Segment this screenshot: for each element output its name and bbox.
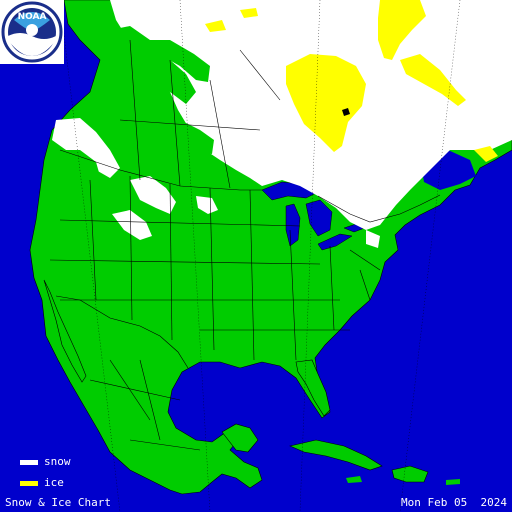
- florida: [295, 359, 331, 417]
- graticule: [59, 0, 461, 512]
- chart-date: Mon Feb 05 2024: [401, 496, 507, 509]
- legend-ice-swatch: [20, 481, 38, 486]
- ice-cover: [205, 0, 498, 162]
- belcher-islands: [342, 108, 350, 116]
- lake-huron: [305, 199, 333, 237]
- lake-michigan: [285, 203, 301, 247]
- yucatan: [221, 423, 259, 453]
- baja-california: [43, 279, 87, 383]
- hispaniola: [391, 465, 429, 483]
- legend-snow-swatch: [20, 460, 38, 465]
- lake-erie: [317, 233, 353, 251]
- legend-ice-label: ice: [44, 476, 64, 489]
- chart-title: Snow & Ice Chart: [5, 496, 111, 509]
- noaa-logo-text: NOAA: [18, 12, 47, 22]
- legend-snow-label: snow: [44, 455, 71, 468]
- cuba: [289, 439, 383, 471]
- bare-ground-patches: [60, 26, 214, 178]
- boundaries: [49, 39, 441, 451]
- puerto-rico: [446, 479, 460, 485]
- gulf-of-mexico: [176, 364, 308, 436]
- jamaica: [346, 476, 362, 483]
- noaa-logo: NOAA: [0, 0, 64, 64]
